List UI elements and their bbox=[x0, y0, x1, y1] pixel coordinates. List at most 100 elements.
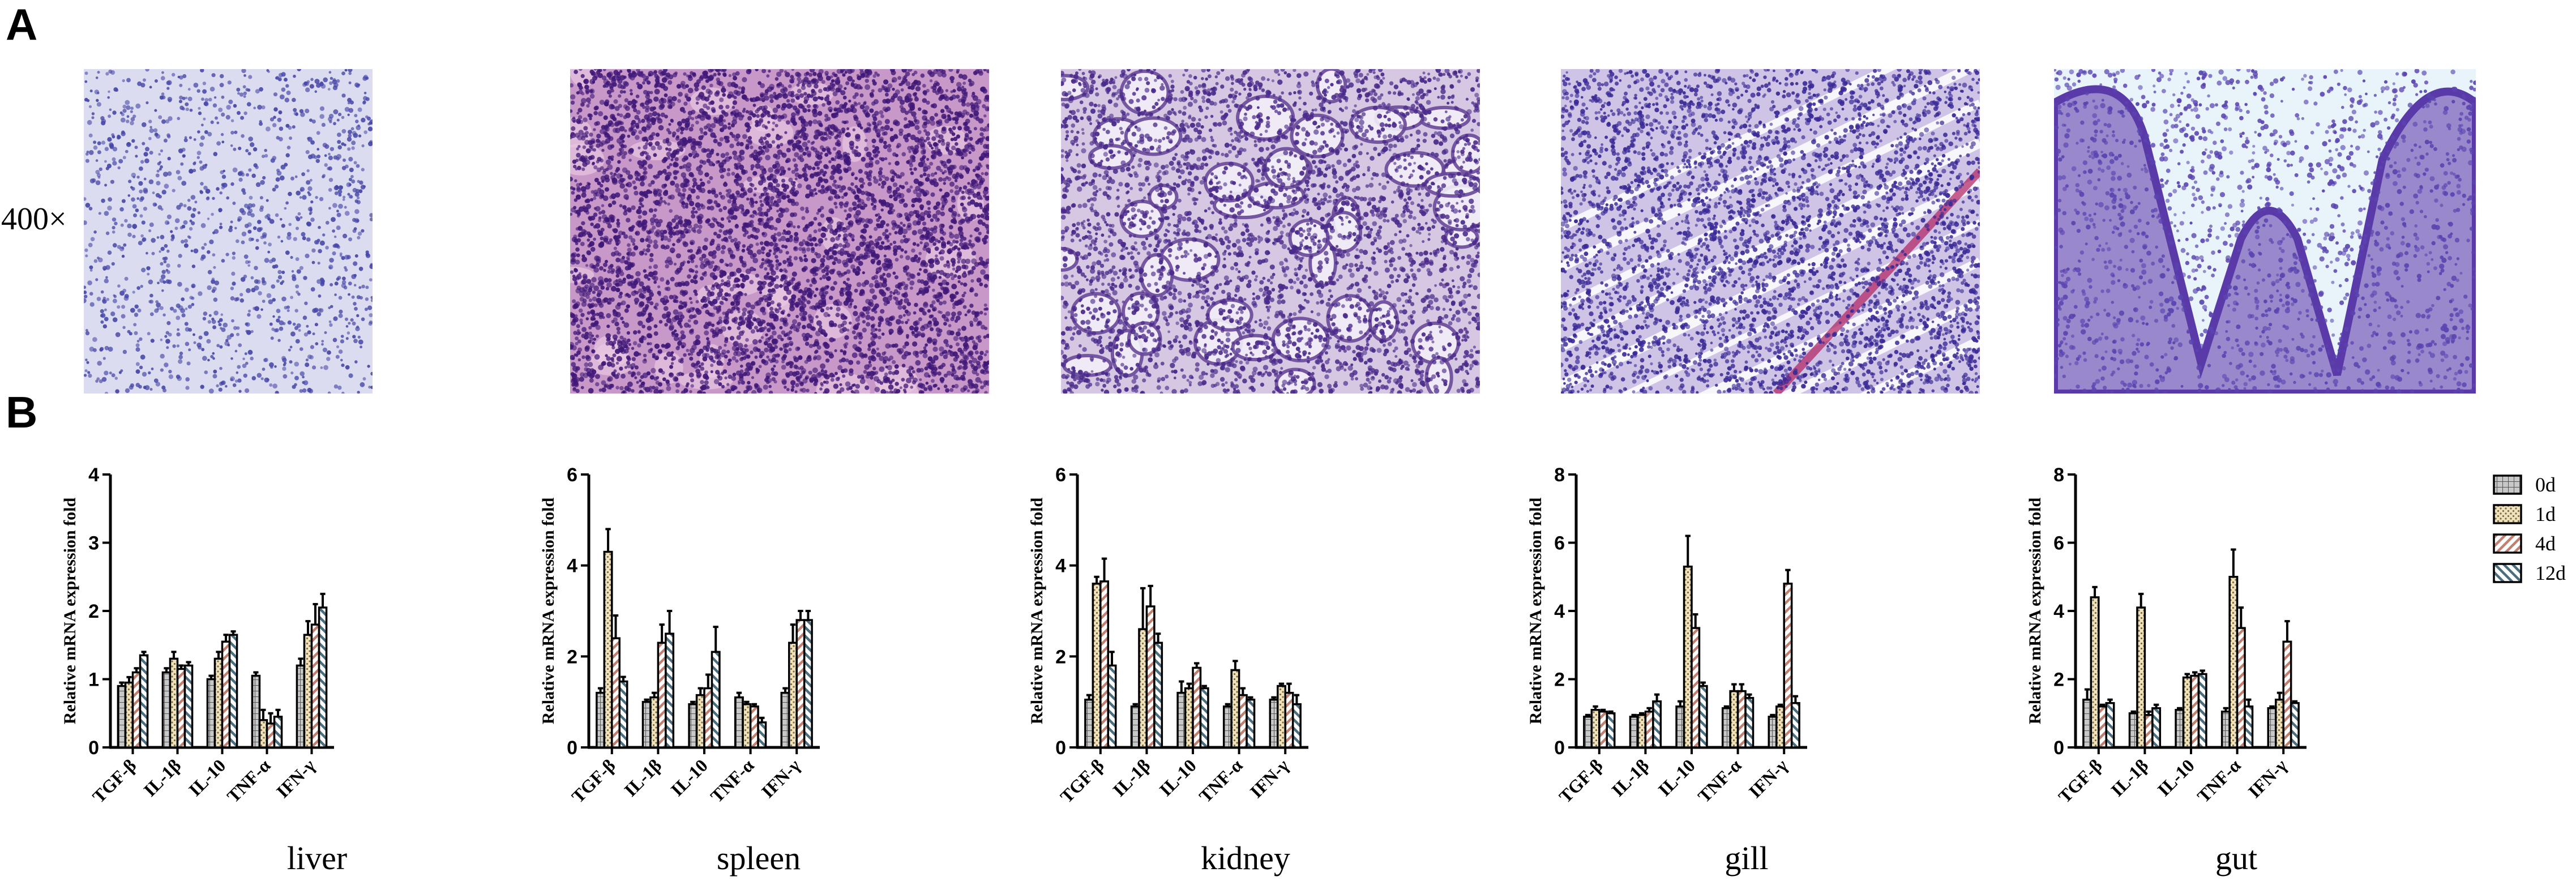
bar-1d-0 bbox=[603, 550, 613, 749]
bar-1d-4 bbox=[1276, 685, 1286, 749]
y-tick-label: 4 bbox=[567, 555, 577, 577]
bar-12d-4 bbox=[803, 619, 813, 749]
bar-0d-4 bbox=[296, 664, 306, 749]
x-tick-label: TGF-β bbox=[2054, 755, 2106, 806]
bar-12d-4 bbox=[318, 606, 328, 749]
bar-4d-4 bbox=[310, 623, 320, 749]
bar-12d-0 bbox=[139, 654, 149, 749]
bar-0d-4 bbox=[1768, 716, 1778, 749]
bar-1d-0 bbox=[124, 681, 134, 749]
y-tick-label: 4 bbox=[88, 464, 99, 486]
y-tick-label: 8 bbox=[1554, 464, 1565, 486]
bar-0d-3 bbox=[251, 674, 261, 749]
y-axis-label: Relative mRNA expression fold bbox=[539, 498, 558, 725]
y-tick-label: 2 bbox=[88, 601, 99, 622]
y-tick-label: 4 bbox=[1055, 555, 1066, 577]
bar-12d-0 bbox=[2105, 702, 2115, 749]
bar-4d-4 bbox=[1783, 583, 1793, 749]
bar-1d-1 bbox=[1138, 628, 1148, 749]
legend-label: 0d bbox=[2535, 473, 2556, 496]
bar-0d-3 bbox=[734, 696, 744, 749]
x-tick-label: IL-1β bbox=[1109, 755, 1154, 800]
legend: 0d 1d 4d 12d bbox=[2493, 473, 2566, 584]
bar-0d-4 bbox=[1269, 698, 1279, 749]
y-tick-label: 0 bbox=[1055, 737, 1066, 759]
bar-1d-4 bbox=[788, 642, 798, 749]
y-axis-label: Relative mRNA expression fold bbox=[1028, 498, 1046, 725]
bar-4d-1 bbox=[2143, 714, 2154, 749]
y-tick-label: 4 bbox=[2053, 601, 2064, 622]
bar-1d-2 bbox=[213, 657, 224, 749]
chart-title: spleen bbox=[717, 840, 801, 877]
bar-0d-0 bbox=[117, 685, 127, 749]
x-tick-label: TNF-α bbox=[1195, 755, 1247, 806]
x-tick-label: IL-10 bbox=[2153, 755, 2198, 800]
bar-12d-2 bbox=[1698, 685, 1708, 749]
bar-1d-3 bbox=[1230, 669, 1240, 749]
bar-4d-1 bbox=[1644, 710, 1654, 749]
bar-0d-1 bbox=[1130, 705, 1140, 749]
chart-title: gill bbox=[1725, 840, 1768, 877]
y-tick-label: 8 bbox=[2053, 464, 2064, 486]
bar-12d-4 bbox=[2290, 702, 2300, 749]
bar-0d-3 bbox=[2220, 710, 2231, 749]
bar-4d-0 bbox=[2098, 705, 2108, 749]
chart-liver: 0 1 2 3 4 Relative mRNA expression fold TGF-βI… bbox=[61, 464, 347, 877]
y-tick-label: 3 bbox=[88, 533, 99, 554]
bar-1d-3 bbox=[258, 719, 268, 749]
bar-1d-2 bbox=[2182, 676, 2192, 749]
x-tick-label: IL-1β bbox=[620, 755, 665, 800]
y-axis-label: Relative mRNA expression fold bbox=[2026, 498, 2044, 725]
bar-0d-2 bbox=[2175, 708, 2185, 749]
y-tick-label: 1 bbox=[88, 669, 99, 691]
y-axis-label: Relative mRNA expression fold bbox=[1526, 498, 1545, 725]
y-tick-label: 0 bbox=[88, 737, 99, 759]
y-tick-label: 2 bbox=[567, 646, 577, 668]
x-tick-label: IL-10 bbox=[1654, 755, 1699, 800]
bar-4d-3 bbox=[1736, 690, 1747, 749]
x-tick-label: TNF-α bbox=[2193, 755, 2245, 806]
legend-label: 12d bbox=[2535, 562, 2566, 584]
bar-1d-1 bbox=[649, 696, 660, 749]
bar-12d-1 bbox=[2151, 707, 2162, 749]
legend-swatch-0d bbox=[2493, 474, 2522, 495]
bar-4d-2 bbox=[1691, 627, 1701, 749]
bar-1d-3 bbox=[742, 703, 752, 749]
y-tick-label: 4 bbox=[1554, 601, 1565, 622]
x-tick-label: IL-1β bbox=[139, 755, 185, 800]
bar-4d-0 bbox=[1598, 710, 1608, 749]
bar-4d-2 bbox=[221, 640, 231, 749]
legend-swatch-12d bbox=[2493, 563, 2522, 583]
legend-swatch-4d bbox=[2493, 533, 2522, 554]
bar-0d-4 bbox=[780, 691, 790, 749]
bar-12d-3 bbox=[1246, 698, 1256, 749]
bar-12d-0 bbox=[618, 680, 628, 749]
bar-1d-4 bbox=[1775, 705, 1785, 749]
x-tick-label: TNF-α bbox=[1694, 755, 1745, 806]
bar-12d-3 bbox=[2244, 705, 2254, 749]
bar-0d-2 bbox=[206, 678, 216, 749]
bar-0d-3 bbox=[1721, 707, 1731, 749]
bar-12d-0 bbox=[1107, 664, 1117, 749]
y-tick-label: 0 bbox=[567, 737, 577, 759]
x-tick-label: TNF-α bbox=[223, 755, 275, 806]
panel-a-label: A bbox=[6, 0, 37, 49]
bar-4d-4 bbox=[2282, 640, 2292, 749]
bar-4d-2 bbox=[703, 687, 713, 749]
panel-b: B 0 1 2 3 4 Relative mRNA expression fold TGF-… bbox=[6, 387, 2307, 877]
y-tick-label: 0 bbox=[1554, 737, 1565, 759]
bar-1d-0 bbox=[2090, 596, 2100, 749]
chart-title: liver bbox=[287, 840, 347, 877]
bar-1d-0 bbox=[1092, 583, 1102, 749]
x-tick-label: IL-1β bbox=[1607, 755, 1653, 800]
y-axis-label: Relative mRNA expression fold bbox=[61, 498, 79, 725]
chart-title: kidney bbox=[1201, 840, 1290, 877]
bar-4d-3 bbox=[2236, 627, 2246, 749]
histology-image-kidney bbox=[1061, 69, 1480, 394]
x-tick-label: IL-10 bbox=[1155, 755, 1200, 800]
y-tick-label: 6 bbox=[2053, 533, 2064, 554]
bar-1d-2 bbox=[695, 694, 705, 749]
x-tick-label: TGF-β bbox=[88, 755, 140, 806]
legend-label: 1d bbox=[2535, 503, 2556, 525]
